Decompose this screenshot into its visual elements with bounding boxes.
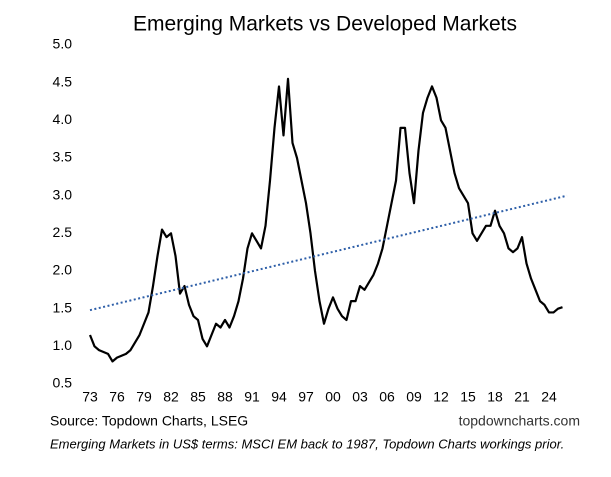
y-tick-label: 4.0 — [53, 111, 73, 127]
trend-line — [89, 194, 568, 312]
y-tick-label: 5.0 — [53, 36, 73, 52]
x-tick-label: 09 — [406, 389, 422, 405]
x-tick-label: 21 — [514, 389, 530, 405]
x-tick-label: 79 — [136, 389, 152, 405]
y-tick-label: 3.5 — [53, 149, 73, 165]
x-tick-label: 82 — [163, 389, 179, 405]
y-tick-label: 4.5 — [53, 73, 73, 89]
y-tick-label: 1.0 — [53, 337, 73, 353]
x-tick-label: 97 — [298, 389, 314, 405]
x-tick-label: 18 — [487, 389, 503, 405]
data-line — [88, 77, 563, 363]
source: Source: Topdown Charts, LSEG — [50, 413, 248, 429]
y-tick-label: 0.5 — [53, 375, 73, 391]
note: Emerging Markets in US$ terms: MSCI EM b… — [50, 436, 564, 451]
chart-title: Emerging Markets vs Developed Markets — [133, 13, 517, 36]
x-tick-label: 94 — [271, 389, 287, 405]
watermark: topdowncharts.com — [459, 413, 580, 429]
y-tick-label: 1.5 — [53, 299, 73, 315]
x-tick-label: 73 — [82, 389, 98, 405]
y-tick-label: 3.0 — [53, 186, 73, 202]
y-tick-label: 2.5 — [53, 224, 73, 240]
x-tick-label: 85 — [190, 389, 206, 405]
x-tick-label: 12 — [433, 389, 449, 405]
y-tick-label: 2.0 — [53, 262, 73, 278]
x-tick-label: 76 — [109, 389, 125, 405]
x-tick-label: 06 — [379, 389, 395, 405]
x-tick-label: 15 — [460, 389, 476, 405]
x-tick-label: 91 — [244, 389, 260, 405]
x-tick-label: 24 — [541, 389, 557, 405]
x-tick-label: 03 — [352, 389, 368, 405]
x-tick-label: 00 — [325, 389, 341, 405]
x-tick-label: 88 — [217, 389, 233, 405]
